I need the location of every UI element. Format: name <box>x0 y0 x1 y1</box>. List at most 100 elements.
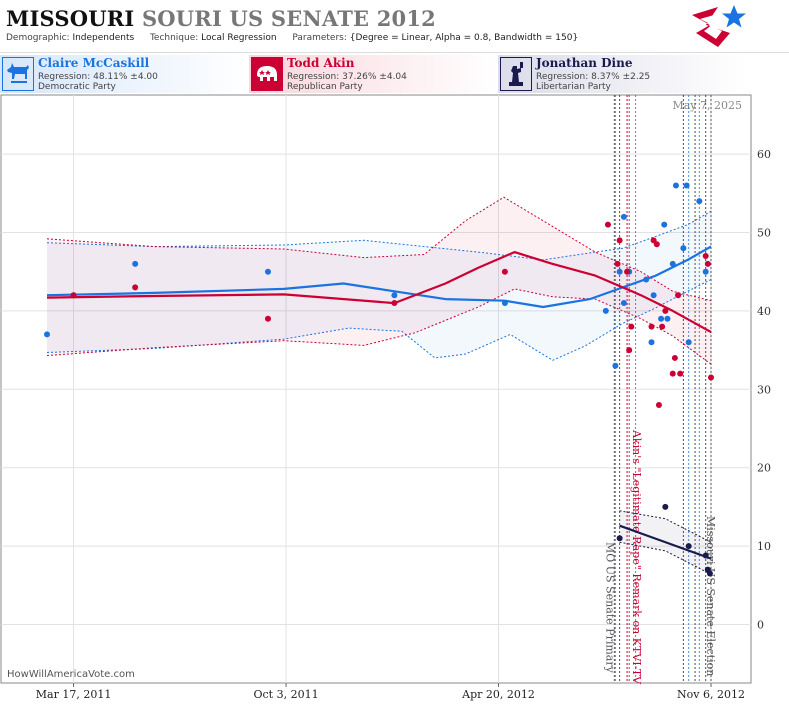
poll-point <box>616 268 623 275</box>
parameters-value[interactable]: {Degree = Linear, Alpha = 0.8, Bandwidth… <box>349 33 579 43</box>
poll-point <box>704 260 711 267</box>
poll-point <box>685 543 692 550</box>
y-tick-label: 30 <box>757 383 771 396</box>
poll-point <box>604 221 611 228</box>
poll-point <box>612 362 619 369</box>
y-tick-label: 60 <box>757 148 771 161</box>
y-tick-label: 20 <box>757 462 771 475</box>
candidate-legend: Claire McCaskill Regression: 48.11% ±4.0… <box>0 52 789 95</box>
candidate-party: Democratic Party <box>38 82 116 92</box>
y-tick-label: 0 <box>757 619 764 632</box>
title-race: SOURI US SENATE 2012 <box>141 6 436 31</box>
confidence-band <box>47 197 711 365</box>
poll-point <box>671 354 678 361</box>
poll-point <box>653 241 660 248</box>
band-lower-line <box>46 279 712 361</box>
poll-point <box>702 552 709 559</box>
x-tick-label: Oct 3, 2011 <box>253 688 318 701</box>
poll-point <box>614 260 621 267</box>
band-lower-line <box>46 288 712 365</box>
poll-point <box>624 268 631 275</box>
poll-point <box>44 331 50 338</box>
poll-point <box>706 570 713 577</box>
parameters-label: Parameters: <box>292 33 347 43</box>
regression-line <box>619 524 712 560</box>
candidate-card-lib[interactable]: Jonathan Dine Regression: 8.37% ±2.25 Li… <box>498 55 746 93</box>
poll-point <box>708 374 714 381</box>
title-state: MISSOURI <box>6 6 135 31</box>
candidate-regression: Regression: 48.11% ±4.00 <box>38 72 158 82</box>
poll-point <box>662 307 669 314</box>
event-label: Akin's "Legitimate Rape" Remark on KTVI-… <box>630 429 643 685</box>
candidate-party: Republican Party <box>287 82 363 92</box>
poll-point <box>643 276 650 283</box>
y-tick-label: 40 <box>757 305 771 318</box>
poll-point <box>655 401 662 408</box>
poll-point <box>680 245 687 252</box>
poll-point <box>264 268 271 275</box>
poll-point <box>620 300 627 307</box>
poll-point <box>662 503 669 510</box>
poll-point <box>658 315 665 322</box>
poll-point <box>70 292 77 299</box>
poll-point <box>616 237 623 244</box>
x-tick-label: Apr 20, 2012 <box>461 688 535 701</box>
candidate-card-dem[interactable]: Claire McCaskill Regression: 48.11% ±4.0… <box>0 55 248 93</box>
donkey-icon <box>2 57 34 91</box>
regression-chart: 0 10 20 30 40 50 60 Mar 17, 2011 Oct 3, 2011 Apr … <box>0 94 771 701</box>
poll-point <box>650 292 657 299</box>
poll-point <box>264 315 271 322</box>
parameters-row: Demographic: Independents Technique: Loc… <box>6 33 578 43</box>
candidate-card-rep[interactable]: Todd Akin Regression: 37.26% ±4.04 Repub… <box>249 55 497 93</box>
poll-point <box>628 323 635 330</box>
poll-point <box>602 307 609 314</box>
poll-point <box>659 323 666 330</box>
poll-point <box>675 292 682 299</box>
event-label: MO US Senate Primary <box>603 542 616 674</box>
x-tick-label: Nov 6, 2012 <box>677 688 745 701</box>
candidate-regression: Regression: 8.37% ±2.25 <box>536 72 651 82</box>
technique-label: Technique: <box>149 33 199 43</box>
candidate-party: Libertarian Party <box>536 82 611 92</box>
poll-point <box>672 182 679 189</box>
y-tick-label: 50 <box>757 227 771 240</box>
elephant-icon <box>251 57 283 91</box>
liberty-icon <box>500 57 532 91</box>
site-logo-icon[interactable] <box>688 3 748 51</box>
confidence-band <box>47 211 711 361</box>
date-label: May 7, 2025 <box>672 99 742 112</box>
regression-line <box>46 251 712 334</box>
poll-point <box>501 268 508 275</box>
poll-point <box>132 284 139 291</box>
candidate-name: Todd Akin <box>287 56 355 70</box>
candidate-regression: Regression: 37.26% ±4.04 <box>287 72 407 82</box>
poll-point <box>702 253 709 260</box>
header: MISSOURI SOURI US SENATE 2012 Demographi… <box>0 0 789 52</box>
poll-point <box>620 213 627 220</box>
watermark: HowWillAmericaVote.com <box>7 669 135 680</box>
technique-value[interactable]: Local Regression <box>201 33 277 43</box>
candidate-name: Jonathan Dine <box>536 56 633 70</box>
demographic-label: Demographic: <box>6 33 70 43</box>
poll-point <box>683 182 690 189</box>
poll-point <box>677 370 684 377</box>
poll-point <box>702 268 709 275</box>
poll-point <box>669 260 676 267</box>
y-tick-label: 10 <box>757 540 771 553</box>
poll-point <box>391 292 398 299</box>
band-upper-line <box>46 196 712 302</box>
candidate-name: Claire McCaskill <box>38 56 150 70</box>
poll-point <box>648 339 655 346</box>
poll-point <box>501 300 508 307</box>
poll-point <box>648 323 655 330</box>
poll-point <box>132 260 139 267</box>
poll-point <box>616 535 623 542</box>
band-lower-line <box>619 541 712 575</box>
poll-point <box>664 315 671 322</box>
poll-point <box>685 339 692 346</box>
band-upper-line <box>619 510 712 543</box>
poll-point <box>696 198 703 205</box>
poll-point <box>669 370 676 377</box>
demographic-value[interactable]: Independents <box>72 33 135 43</box>
poll-point <box>626 347 633 354</box>
